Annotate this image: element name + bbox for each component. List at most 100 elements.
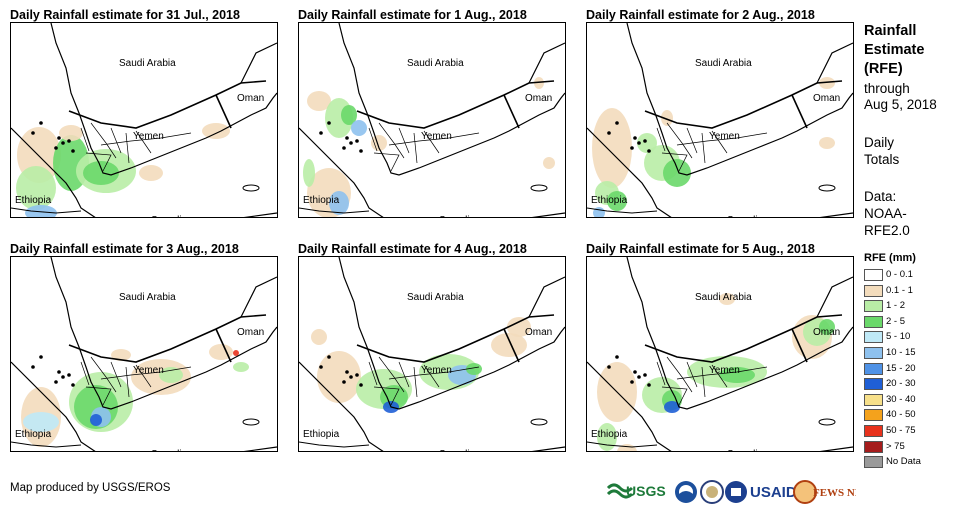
sidebar-title-3: (RFE) — [864, 61, 903, 77]
legend-label: 0 - 0.1 — [886, 269, 913, 280]
rainfall-area — [209, 344, 233, 360]
label-ethiopia: Ethiopia — [591, 429, 628, 440]
socotra-island — [818, 184, 836, 192]
coastline-africa — [587, 127, 853, 217]
island — [71, 149, 75, 153]
rainfall-area — [592, 108, 632, 188]
coastline-africa — [587, 361, 853, 451]
island — [57, 370, 61, 374]
panel-title: Daily Rainfall estimate for 4 Aug., 2018 — [298, 242, 527, 256]
socotra-island — [530, 184, 548, 192]
island — [345, 136, 349, 140]
border-yemen-oman — [791, 94, 808, 129]
usgs-text: USGS — [626, 483, 666, 499]
socotra-island — [530, 418, 548, 426]
legend-swatch — [864, 440, 883, 453]
island — [319, 365, 323, 369]
island — [39, 355, 43, 359]
label-somalia: Somalia — [151, 449, 187, 451]
rainfall-area — [663, 159, 691, 187]
legend-label: 0.1 - 1 — [886, 284, 913, 296]
rainfall-area — [139, 165, 163, 181]
rainfall-area — [637, 133, 657, 153]
map-frame: Saudi Arabia Oman Yemen Ethiopia Somalia — [10, 256, 278, 452]
label-saudi-arabia: Saudi Arabia — [119, 58, 176, 69]
island — [359, 383, 363, 387]
coastline-arabia — [50, 257, 277, 410]
map-frame: Saudi Arabia Oman Yemen Ethiopia Somalia — [10, 22, 278, 218]
border-yemen-oman — [503, 94, 520, 129]
map-canvas — [587, 257, 853, 451]
island — [327, 355, 331, 359]
rainfall-area — [543, 157, 555, 169]
border-oman-saudi — [240, 42, 277, 84]
socotra-island — [818, 418, 836, 426]
border-oman-saudi — [816, 42, 853, 84]
usaid-text: USAID — [750, 484, 797, 501]
island — [61, 141, 65, 145]
legend-label: No Data — [886, 456, 921, 468]
island — [54, 380, 58, 384]
sidebar-through: through — [864, 81, 910, 96]
island — [61, 375, 65, 379]
label-saudi-arabia: Saudi Arabia — [407, 292, 464, 303]
label-saudi-arabia: Saudi Arabia — [119, 292, 176, 303]
legend-swatch — [864, 393, 883, 406]
coastline-arabia — [626, 257, 853, 410]
socotra-island — [242, 184, 260, 192]
island — [319, 131, 323, 135]
sidebar-data-source-2: RFE2.0 — [864, 223, 910, 238]
label-oman: Oman — [525, 327, 553, 338]
map-frame: Saudi Arabia Oman Yemen Ethiopia Somalia — [586, 22, 854, 218]
border-yemen-oman — [503, 328, 520, 363]
rainfall-area — [233, 362, 249, 372]
legend-label: > 75 — [886, 440, 905, 452]
legend-label: 30 - 40 — [886, 393, 916, 405]
legend-swatch — [864, 425, 883, 437]
label-ethiopia: Ethiopia — [303, 195, 340, 206]
coastline-africa — [299, 127, 565, 217]
island — [647, 149, 651, 153]
sidebar-daily: Daily — [864, 135, 895, 150]
label-ethiopia: Ethiopia — [15, 429, 52, 440]
rainfall-area — [311, 329, 327, 345]
rainfall-area — [317, 351, 361, 403]
coastline-africa — [299, 361, 565, 451]
rainfall-area — [819, 137, 835, 149]
label-oman: Oman — [237, 93, 265, 104]
coastline-arabia — [338, 23, 565, 176]
border-ethiopia — [587, 441, 658, 448]
border-ethiopia — [299, 441, 370, 448]
island — [31, 131, 35, 135]
legend-swatch — [864, 284, 883, 297]
legend-label: 50 - 75 — [886, 425, 916, 436]
admin-boundaries — [656, 122, 768, 172]
island — [643, 373, 647, 377]
usgs-logo: USGS — [606, 483, 666, 499]
sidebar-data-label: Data: — [864, 189, 897, 204]
rainfall-area — [16, 166, 56, 210]
coastline-arabia — [626, 23, 853, 176]
label-yemen: Yemen — [709, 365, 740, 376]
border-saudi-yemen — [68, 80, 267, 129]
border-ethiopia — [299, 207, 370, 214]
label-yemen: Yemen — [421, 131, 452, 142]
rainfall-area — [341, 105, 357, 125]
border-ethiopia — [587, 207, 658, 214]
label-somalia: Somalia — [727, 215, 763, 217]
island — [355, 139, 359, 143]
legend-swatch — [864, 378, 883, 391]
label-oman: Oman — [813, 327, 841, 338]
island — [607, 365, 611, 369]
panel-title: Daily Rainfall estimate for 5 Aug., 2018 — [586, 242, 815, 256]
island — [615, 121, 619, 125]
rainfall-area — [607, 191, 627, 211]
legend-swatch — [864, 300, 883, 313]
panel-title: Daily Rainfall estimate for 2 Aug., 2018 — [586, 8, 815, 22]
rainfall-area — [719, 367, 755, 383]
label-oman: Oman — [813, 93, 841, 104]
island — [615, 355, 619, 359]
dos-seal-logo — [700, 480, 724, 504]
border-oman-saudi — [528, 276, 565, 318]
island — [633, 136, 637, 140]
